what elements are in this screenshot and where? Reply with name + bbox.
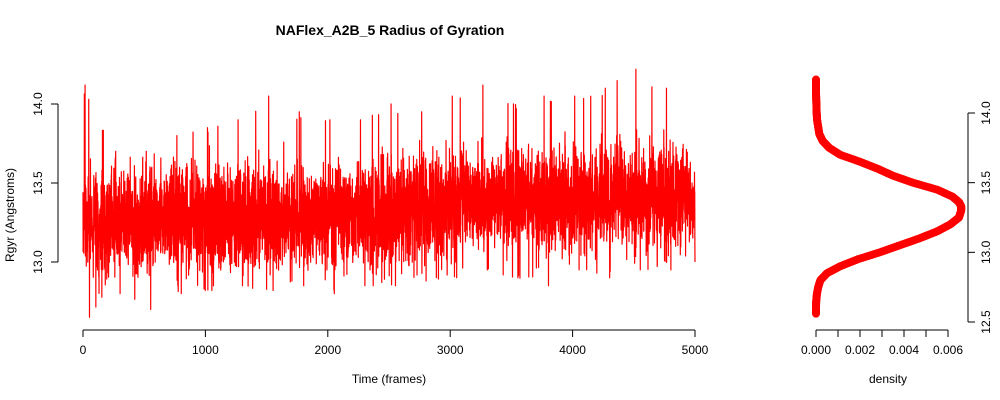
density-y-tick-label: 14.0 <box>979 101 993 125</box>
density-series <box>812 75 966 318</box>
y-tick-label: 14.0 <box>31 92 45 116</box>
density-x-tick-label: 0.000 <box>801 343 831 357</box>
x-tick-label: 1000 <box>192 343 219 357</box>
density-point <box>812 75 820 84</box>
density-y-tick-label: 12.5 <box>979 310 993 334</box>
density-y-tick-label: 13.5 <box>979 171 993 195</box>
x-tick-label: 4000 <box>559 343 586 357</box>
density-y-tick-label: 13.0 <box>979 240 993 264</box>
x-axis-title: Time (frames) <box>352 372 426 386</box>
density-chart: 0.000 0.002 0.004 0.006 12.5 13.0 13.5 14.0 de… <box>801 75 993 386</box>
x-tick-label: 0 <box>80 343 87 357</box>
x-tick-label: 5000 <box>682 343 709 357</box>
rgyr-series-line <box>82 68 696 318</box>
density-x-axis-title: density <box>869 372 907 386</box>
density-y-axis: 12.5 13.0 13.5 14.0 <box>967 101 993 334</box>
density-x-tick-label: 0.006 <box>933 343 963 357</box>
density-x-tick-label: 0.002 <box>845 343 875 357</box>
density-x-tick-label: 0.004 <box>889 343 919 357</box>
y-tick-label: 13.5 <box>31 171 45 195</box>
y-axis-title: Rgyr (Angstroms) <box>3 168 17 262</box>
y-axis: 13.0 13.5 14.0 <box>31 92 59 274</box>
x-tick-label: 3000 <box>437 343 464 357</box>
y-tick-label: 13.0 <box>31 250 45 274</box>
rgyr-time-series-chart: NAFlex_A2B_5 Radius of Gyration 0 1000 200… <box>3 22 709 386</box>
x-tick-label: 2000 <box>314 343 341 357</box>
x-axis: 0 1000 2000 3000 4000 5000 <box>80 329 709 357</box>
density-x-axis: 0.000 0.002 0.004 0.006 <box>801 329 963 357</box>
rgyr-series <box>82 68 696 318</box>
chart-title: NAFlex_A2B_5 Radius of Gyration <box>276 22 505 38</box>
